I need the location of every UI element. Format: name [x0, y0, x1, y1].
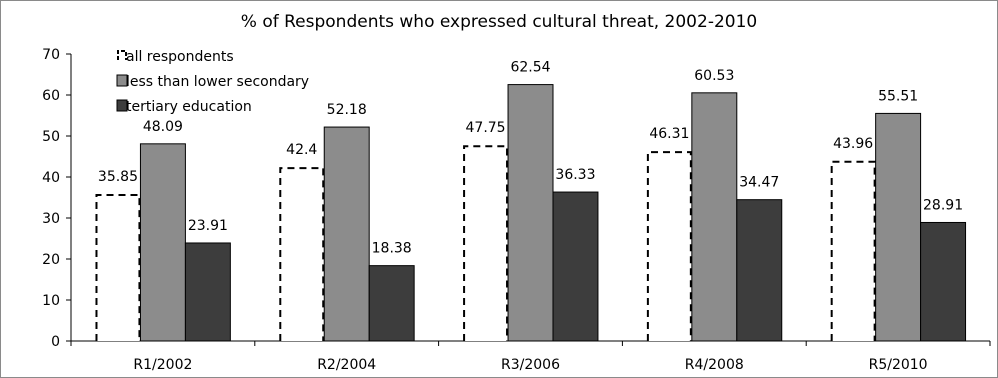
- bar-all-respondents-r3-2006: [463, 145, 509, 341]
- data-label: 36.33: [555, 167, 595, 183]
- bar-all-respondents-r1-2002: [95, 194, 141, 341]
- data-label: 48.09: [143, 119, 183, 135]
- y-tick-label: 20: [42, 252, 60, 268]
- data-label: 47.75: [466, 120, 506, 136]
- category-label: R2/2004: [317, 357, 376, 373]
- data-label: 35.85: [98, 169, 138, 185]
- legend-label: tertiary education: [126, 99, 252, 115]
- category-label: R4/2008: [685, 357, 744, 373]
- data-label: 23.91: [188, 218, 228, 234]
- legend-swatch: [116, 99, 128, 112]
- y-tick-label: 10: [42, 293, 60, 309]
- y-tick-label: 40: [42, 170, 60, 186]
- bar-tertiary-education-r1-2002: [184, 242, 231, 342]
- legend: all respondents less than lower secondary…: [116, 49, 309, 115]
- bar-all-respondents-r5-2010: [830, 160, 876, 341]
- legend-swatch: [117, 50, 127, 60]
- bars: 35.85 42.4 47.75 46.31 43.96 48.09 52.18 62.54 6…: [95, 60, 967, 342]
- bar-less-than-lower-secondary-r2-2004: [323, 126, 370, 342]
- bar-less-than-lower-secondary-r3-2006: [507, 84, 554, 342]
- legend-swatch: [116, 74, 128, 87]
- category-label: R5/2010: [869, 357, 928, 373]
- data-label: 43.96: [833, 136, 873, 152]
- data-label: 34.47: [739, 175, 779, 191]
- data-label: 28.91: [923, 197, 963, 213]
- bar-tertiary-education-r3-2006: [552, 191, 599, 342]
- legend-label: all respondents: [126, 49, 234, 65]
- chart-title: % of Respondents who expressed cultural …: [241, 12, 757, 32]
- data-label: 46.31: [649, 126, 689, 142]
- y-tick-label: 50: [42, 129, 60, 145]
- bar-all-respondents-r2-2004: [279, 167, 325, 341]
- bar-tertiary-education-r4-2008: [736, 199, 783, 342]
- data-label: 52.18: [327, 102, 367, 118]
- data-label: 60.53: [694, 68, 734, 84]
- y-tick-label: 0: [51, 334, 60, 350]
- data-label: 62.54: [510, 60, 550, 76]
- data-label: 55.51: [878, 88, 918, 104]
- bar-less-than-lower-secondary-r1-2002: [139, 143, 186, 342]
- category-label: R1/2002: [133, 357, 192, 373]
- data-label: 18.38: [372, 241, 412, 257]
- legend-label: less than lower secondary: [126, 74, 309, 90]
- bar-all-respondents-r4-2008: [646, 151, 692, 341]
- y-tick-label: 60: [42, 88, 60, 104]
- bar-tertiary-education-r2-2004: [368, 265, 415, 342]
- bar-less-than-lower-secondary-r5-2010: [875, 112, 922, 342]
- data-label: 42.4: [286, 142, 317, 158]
- y-tick-label: 30: [42, 211, 60, 227]
- bar-tertiary-education-r5-2010: [920, 221, 967, 342]
- bar-less-than-lower-secondary-r4-2008: [691, 92, 738, 342]
- y-tick-label: 70: [42, 47, 60, 63]
- category-label: R3/2006: [501, 357, 560, 373]
